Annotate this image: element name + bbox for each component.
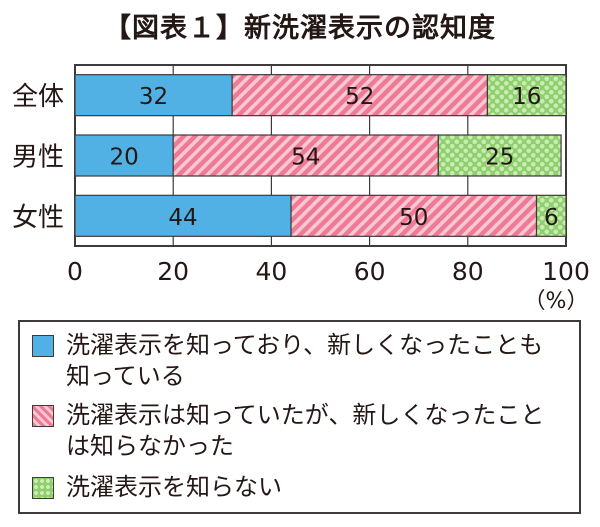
- bar-segment: [74, 74, 233, 117]
- data-label: 44: [168, 205, 197, 231]
- bar-segment: [290, 194, 538, 237]
- legend: 洗濯表示を知っており、新しくなったことも知っている 洗濯表示は知っていたが、新しく…: [18, 320, 581, 514]
- legend-item: 洗濯表示を知っており、新しくなったことも知っている: [32, 330, 566, 392]
- x-tick-label: 80: [452, 257, 484, 286]
- data-label: 52: [345, 84, 374, 110]
- bar-segment: [486, 74, 567, 117]
- legend-swatch: [32, 405, 54, 427]
- legend-item: 洗濯表示を知らない: [32, 472, 566, 503]
- x-unit-label: （%）: [524, 289, 589, 314]
- category-label: 全体: [12, 82, 64, 112]
- bar-segment: [74, 134, 174, 177]
- category-label: 男性: [12, 143, 64, 173]
- bar-segment: [172, 134, 439, 177]
- chart-plot: 0 20 40 60 80 100 （%） 全体 32 52 16 男性 20 54 25 女性 44 50 6: [12, 64, 590, 314]
- bar-segment: [437, 134, 562, 177]
- data-label: 16: [512, 84, 541, 110]
- x-tick-label: 0: [67, 257, 83, 286]
- legend-label: 洗濯表示は知っていたが、新しくなったことは知らなかった: [66, 401, 545, 460]
- data-label: 32: [139, 84, 168, 110]
- data-label: 50: [399, 205, 428, 231]
- legend-label: 洗濯表示を知っており、新しくなったことも知っている: [66, 331, 544, 390]
- data-label: 20: [109, 145, 138, 171]
- legend-label: 洗濯表示を知らない: [66, 473, 282, 501]
- legend-swatch: [32, 335, 54, 357]
- x-tick-label: 20: [157, 257, 189, 286]
- legend-item: 洗濯表示は知っていたが、新しくなったことは知らなかった: [32, 400, 566, 462]
- x-tick-label: 100: [542, 257, 590, 286]
- data-label: 54: [291, 145, 320, 171]
- x-tick-label: 60: [354, 257, 386, 286]
- legend-swatch: [32, 477, 54, 499]
- data-label: 25: [485, 145, 514, 171]
- data-label: 6: [544, 205, 559, 231]
- category-label: 女性: [12, 203, 64, 233]
- bar-segment: [231, 74, 489, 117]
- bar-segment: [535, 194, 567, 237]
- x-tick-label: 40: [255, 257, 287, 286]
- chart-title: 【図表１】新洗濯表示の認知度: [104, 13, 496, 44]
